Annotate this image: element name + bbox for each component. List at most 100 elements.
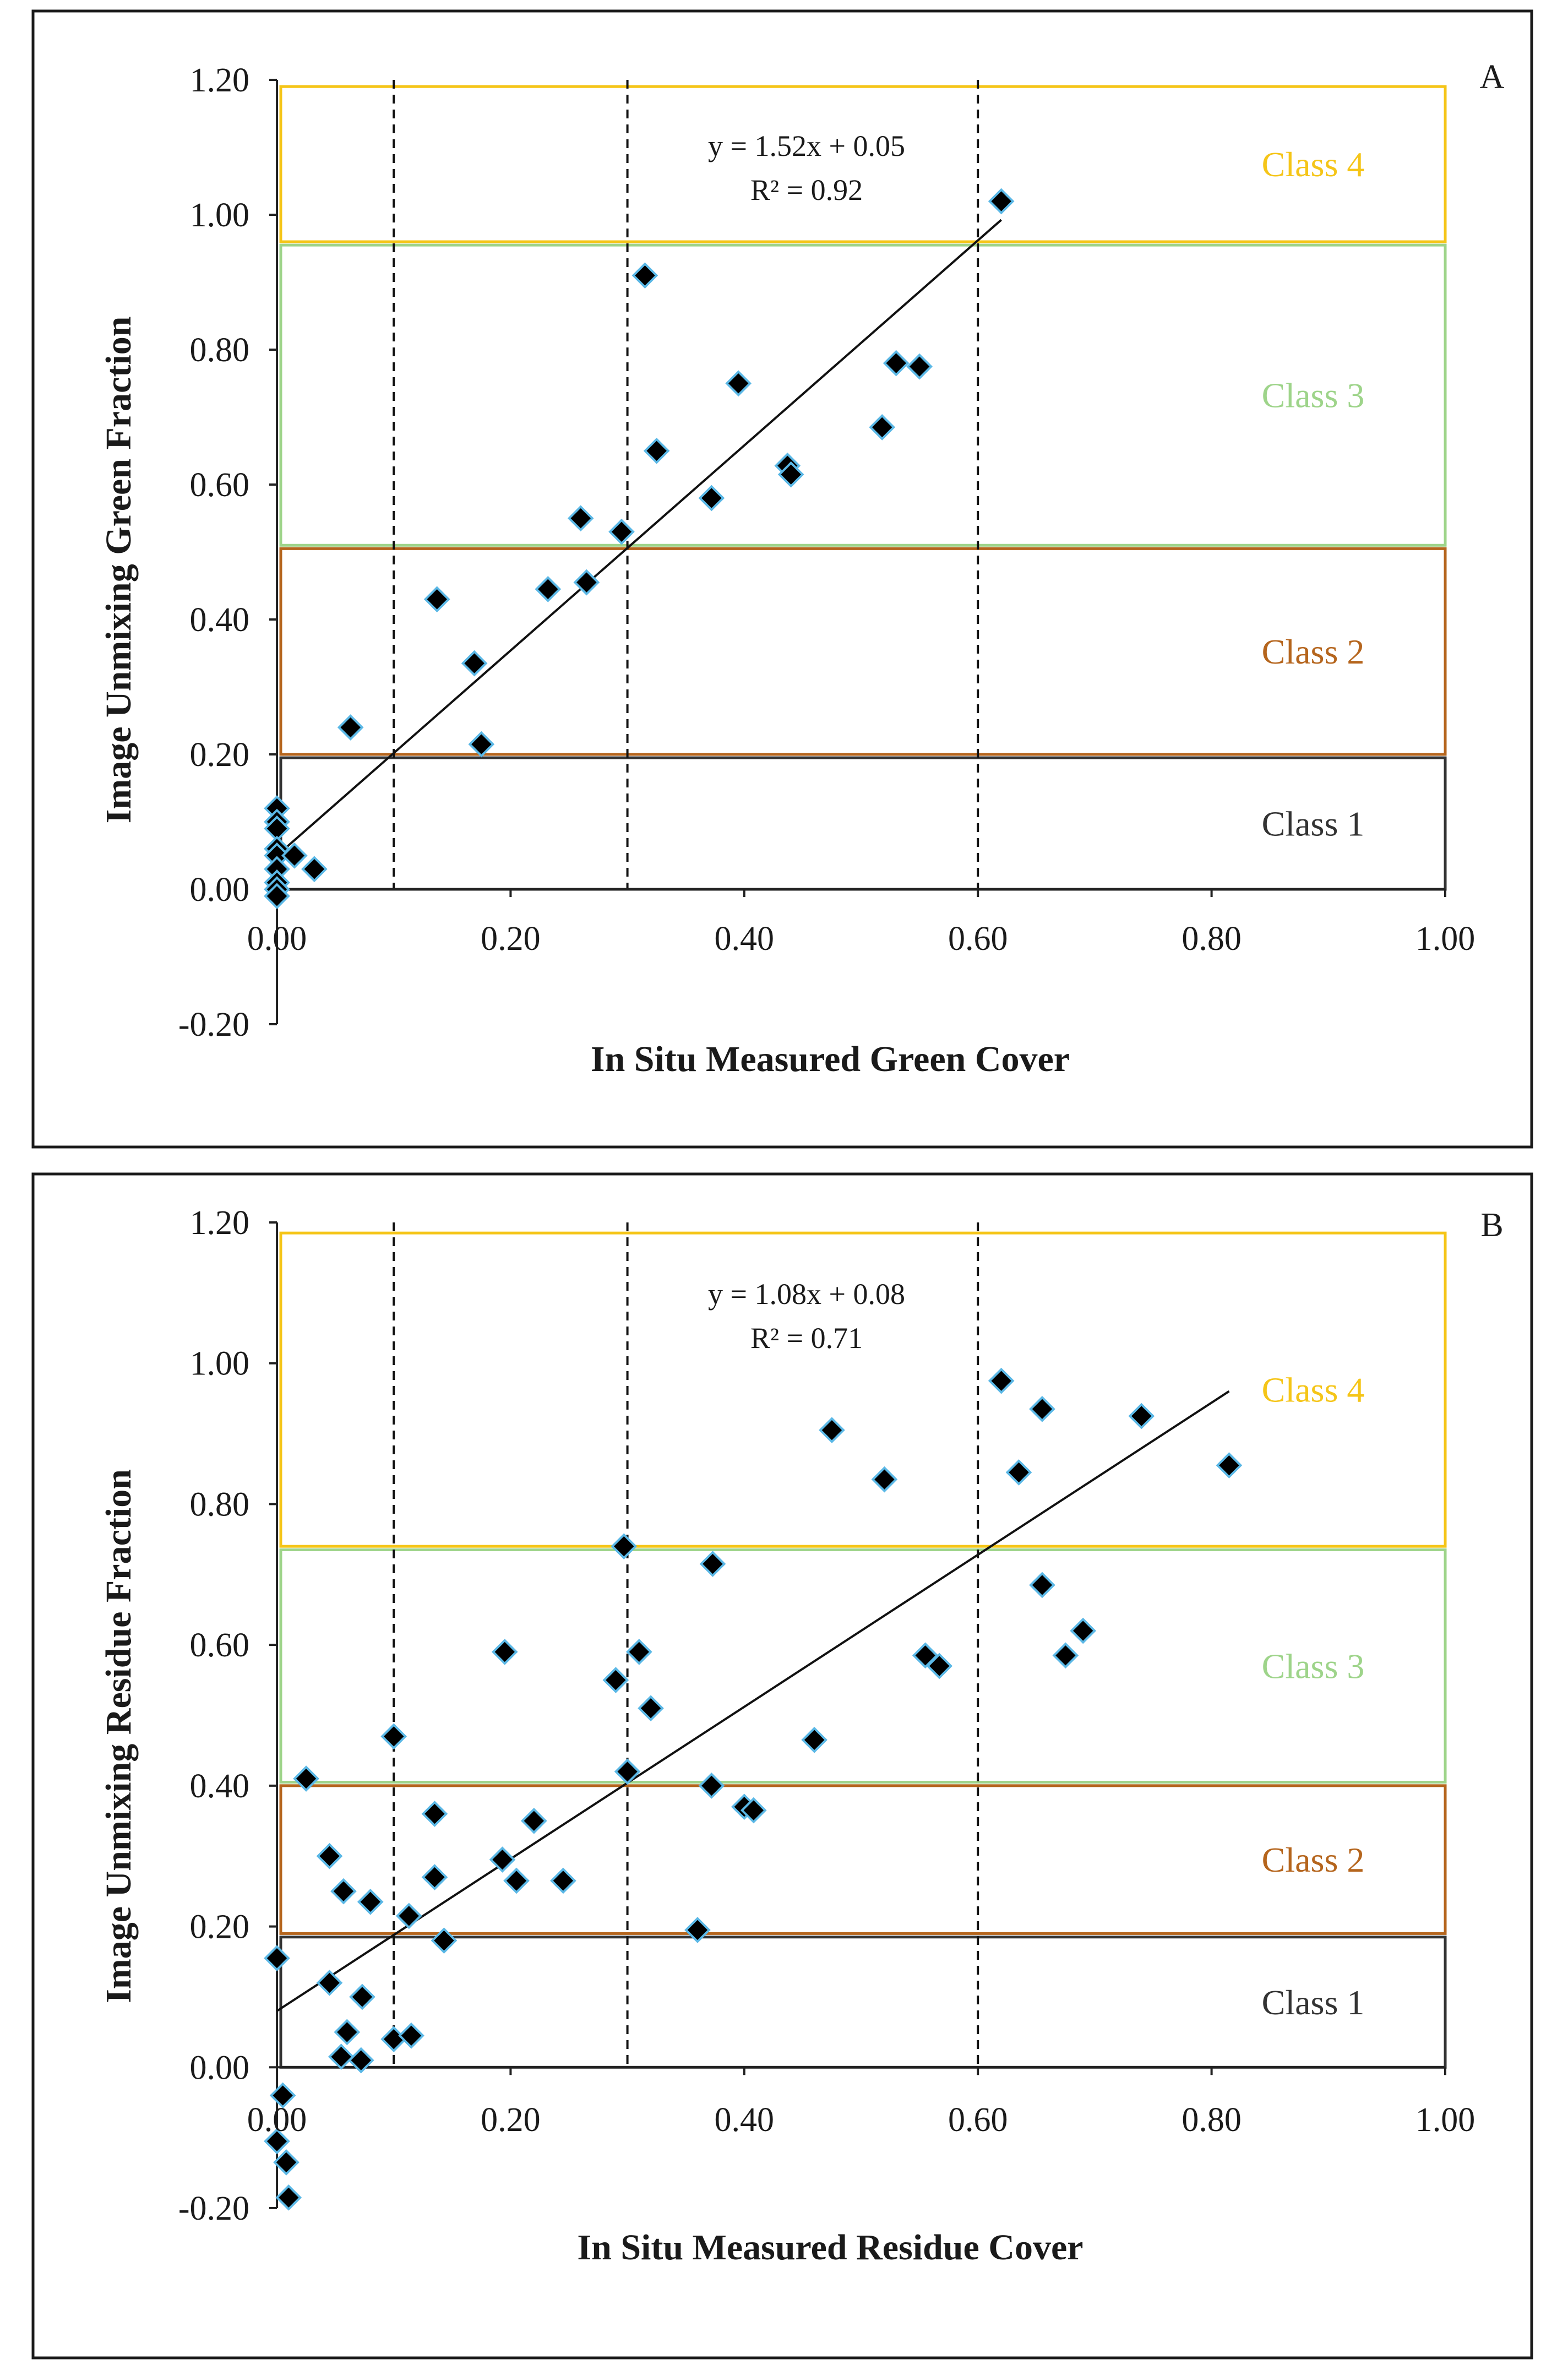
class-label-b-class-3: Class 3: [1262, 1647, 1365, 1686]
y-tick-label-b-0: -0.20: [178, 2190, 249, 2227]
data-point-b-2: [1128, 1403, 1155, 1429]
data-point-a-1: [631, 262, 658, 289]
data-point-b-13: [926, 1653, 953, 1679]
data-point-b-42: [398, 2022, 424, 2049]
data-point-b-37: [264, 1945, 290, 1971]
data-point-b-21: [614, 1758, 641, 1785]
panel-label-b: B: [1480, 1206, 1503, 1244]
data-point-b-33: [357, 1888, 384, 1915]
data-point-b-1: [1029, 1395, 1055, 1422]
equation-b: y = 1.08x + 0.08: [708, 1278, 905, 1311]
data-point-a-17: [337, 714, 364, 741]
x-tick-label-a-1: 0.20: [481, 920, 541, 958]
data-point-a-8: [643, 437, 670, 464]
y-tick-label-a-4: 0.60: [190, 466, 250, 504]
y-tick-label-a-2: 0.20: [190, 736, 250, 774]
y-tick-label-b-2: 0.20: [190, 1909, 250, 1946]
data-point-b-38: [316, 1970, 343, 1996]
data-point-b-10: [1070, 1617, 1097, 1644]
data-point-b-20: [293, 1765, 319, 1792]
class-band-b-class-4: [279, 1231, 1447, 1548]
data-point-a-3: [883, 350, 910, 377]
class-band-b-class-2: [279, 1784, 1447, 1935]
y-tick-label-b-5: 0.80: [190, 1486, 250, 1523]
data-point-b-25: [421, 1801, 448, 1827]
class-label-b-class-4: Class 4: [1262, 1371, 1365, 1410]
regression-line-b: [276, 1390, 1230, 2012]
x-tick-label-b-2: 0.40: [715, 2101, 775, 2139]
x-tick-label-a-3: 0.60: [948, 920, 1008, 958]
r2-b: R² = 0.71: [750, 1322, 863, 1355]
data-point-a-15: [461, 650, 488, 677]
y-tick-label-a-3: 0.40: [190, 601, 250, 639]
data-point-a-16: [468, 731, 495, 758]
x-tick-label-b-4: 0.80: [1182, 2101, 1242, 2139]
y-tick-label-b-3: 0.40: [190, 1768, 250, 1805]
x-tick-label-a-0: 0.00: [247, 920, 307, 958]
data-point-b-32: [330, 1878, 357, 1905]
data-point-b-6: [871, 1466, 898, 1493]
x-axis-label-a: In Situ Measured Green Cover: [591, 1039, 1070, 1079]
data-point-b-39: [349, 1983, 375, 2010]
data-point-b-29: [489, 1846, 516, 1873]
data-point-b-31: [550, 1867, 576, 1894]
y-tick-label-a-0: -0.20: [178, 1006, 249, 1043]
data-point-b-28: [421, 1864, 448, 1890]
class-label-a-class-3: Class 3: [1262, 376, 1365, 415]
class-band-b-class-3: [279, 1548, 1447, 1784]
data-point-a-2: [725, 370, 752, 397]
data-point-a-26: [264, 883, 290, 910]
class-label-b-class-1: Class 1: [1262, 1983, 1365, 2022]
data-point-b-5: [819, 1417, 845, 1444]
data-point-b-8: [699, 1551, 726, 1577]
data-point-b-40: [334, 2019, 361, 2046]
data-point-b-0: [988, 1367, 1015, 1394]
y-tick-label-a-5: 0.80: [190, 331, 250, 369]
x-tick-label-b-0: 0.00: [247, 2101, 307, 2139]
class-band-a-class-3: [279, 243, 1447, 547]
data-point-b-11: [1052, 1642, 1079, 1669]
data-point-a-14: [423, 586, 450, 613]
class-band-a-class-2: [279, 547, 1447, 756]
data-point-a-5: [869, 414, 896, 441]
data-point-b-19: [380, 1723, 407, 1750]
data-point-b-3: [1216, 1452, 1243, 1478]
data-point-b-4: [1005, 1459, 1032, 1486]
r2-a: R² = 0.92: [750, 173, 863, 206]
equation-a: y = 1.52x + 0.05: [708, 129, 905, 162]
x-tick-label-b-3: 0.60: [948, 2101, 1008, 2139]
data-point-b-43: [328, 2043, 355, 2070]
data-point-a-10: [567, 505, 594, 532]
regression-line-a: [276, 219, 1002, 857]
data-point-b-7: [611, 1533, 638, 1559]
x-tick-label-a-4: 0.80: [1182, 920, 1242, 958]
data-point-a-11: [608, 518, 635, 545]
data-point-a-7: [777, 461, 804, 488]
data-point-b-14: [491, 1639, 518, 1665]
chart-b: B y = 1.08x + 0.08 R² = 0.71 In Situ Mea…: [99, 1204, 1504, 2268]
data-point-a-27: [281, 842, 308, 869]
data-point-b-24: [740, 1797, 767, 1824]
data-point-b-36: [431, 1927, 458, 1954]
x-tick-label-a-2: 0.40: [715, 920, 775, 958]
class-label-a-class-1: Class 1: [1262, 805, 1365, 844]
y-tick-label-b-7: 1.20: [190, 1204, 250, 1242]
data-point-a-12: [535, 576, 562, 602]
class-label-b-class-2: Class 2: [1262, 1840, 1365, 1879]
data-point-b-26: [521, 1807, 547, 1834]
y-tick-label-a-6: 1.00: [190, 197, 250, 234]
data-point-a-9: [698, 485, 725, 512]
y-axis-label-b: Image Unmixing Residue Fraction: [99, 1469, 139, 2003]
data-point-b-22: [698, 1773, 725, 1799]
y-tick-label-b-6: 1.00: [190, 1345, 250, 1383]
x-tick-label-a-5: 1.00: [1415, 920, 1476, 958]
data-point-b-48: [275, 2184, 302, 2211]
class-label-a-class-2: Class 2: [1262, 632, 1365, 671]
data-point-a-13: [573, 569, 600, 596]
data-point-a-28: [301, 856, 328, 883]
data-point-b-15: [625, 1639, 652, 1665]
x-tick-label-b-5: 1.00: [1415, 2101, 1476, 2139]
data-point-b-17: [638, 1695, 664, 1722]
chart-a: A y = 1.52x + 0.05 R² = 0.92 In Situ Mea…: [99, 58, 1505, 1079]
